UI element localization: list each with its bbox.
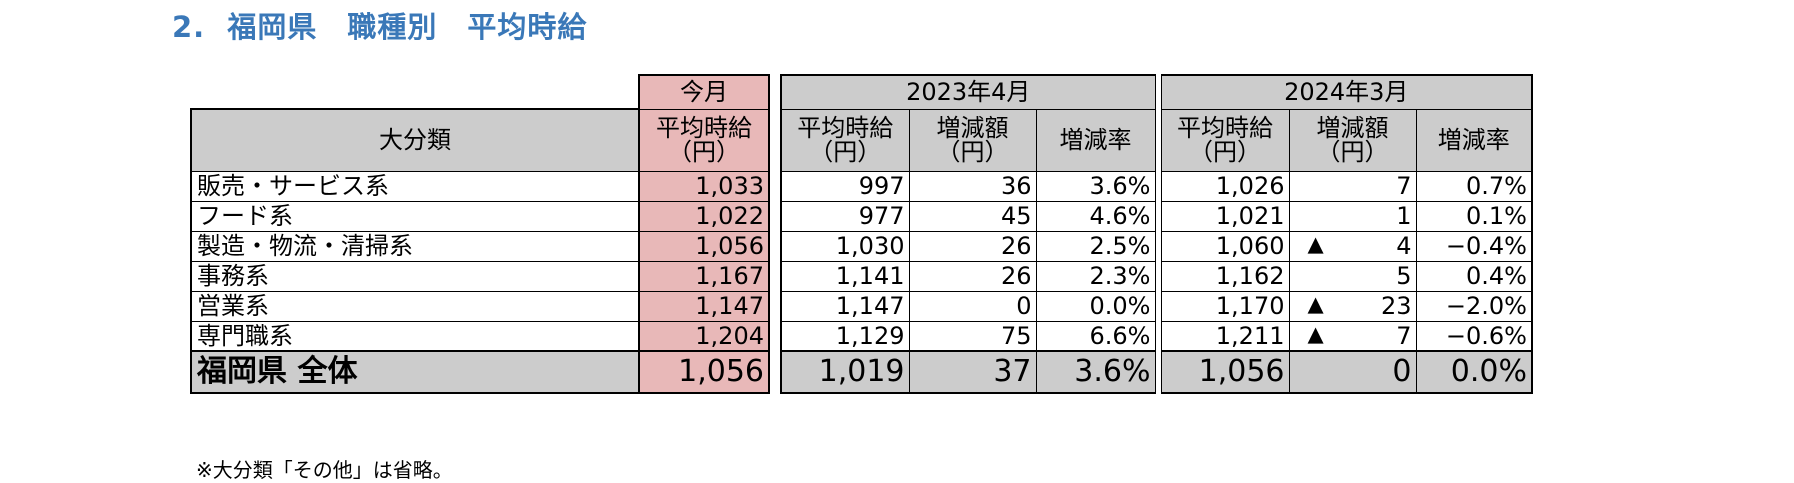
row-2024-avg: 1,211 <box>1160 320 1290 352</box>
row-2024-diff-value: 7 <box>1396 321 1412 350</box>
row-2023-avg: 997 <box>780 170 910 202</box>
row-2023-avg: 1,030 <box>780 230 910 262</box>
row-2024-avg: 1,026 <box>1160 170 1290 202</box>
row-2024-rate: 0.1% <box>1415 200 1533 232</box>
header-row-1: 今月 2023年4月 2024年3月 <box>191 74 1533 110</box>
row-2023-diff: 36 <box>908 170 1037 202</box>
row-2024-diff: ▲ 4 <box>1288 230 1417 262</box>
row-category: 製造・物流・清掃系 <box>190 230 640 262</box>
header-current-month: 今月 <box>638 74 770 110</box>
header-2023-diff-unit: （円） <box>936 138 1009 166</box>
header-2024-avg: 平均時給 （円） <box>1160 108 1290 172</box>
row-2023-rate: 3.6% <box>1035 170 1156 202</box>
header-2023-avg: 平均時給 （円） <box>780 108 910 172</box>
header-category: 大分類 <box>190 108 640 172</box>
row-2024-diff: 7 <box>1288 170 1417 202</box>
row-current: 1,022 <box>638 200 770 232</box>
header-2024-diff-label: 増減額 <box>1316 114 1389 142</box>
total-current: 1,056 <box>638 350 770 394</box>
header-group-2024: 2024年3月 <box>1160 74 1533 110</box>
row-2024-rate: −0.6% <box>1415 320 1533 352</box>
row-2024-rate: 0.4% <box>1415 260 1533 292</box>
row-current: 1,167 <box>638 260 770 292</box>
row-2024-rate: −2.0% <box>1415 290 1533 322</box>
table-row: 営業系 1,147 1,147 0 0.0% 1,170 ▲ 23 −2.0% <box>190 290 1533 322</box>
footnote: ※大分類「その他」は省略。 <box>196 458 453 482</box>
row-2023-rate: 6.6% <box>1035 320 1156 352</box>
page-title: 2. 福岡県 職種別 平均時給 <box>172 10 588 44</box>
total-2023-avg: 1,019 <box>780 350 910 394</box>
total-2024-diff: 0 <box>1288 350 1417 394</box>
header-current-avg-unit: （円） <box>668 138 740 166</box>
header-group-2023: 2023年4月 <box>780 74 1156 110</box>
row-2024-avg: 1,060 <box>1160 230 1290 262</box>
total-2024-avg: 1,056 <box>1160 350 1290 394</box>
header-2023-avg-unit: （円） <box>809 138 882 166</box>
header-current-avg-label: 平均時給 <box>656 114 752 142</box>
row-2024-diff-value: 4 <box>1396 232 1412 260</box>
row-2023-diff: 0 <box>908 290 1037 322</box>
row-2023-rate: 4.6% <box>1035 200 1156 232</box>
row-category: フード系 <box>190 200 640 232</box>
total-2023-diff: 37 <box>908 350 1037 394</box>
row-2023-diff: 26 <box>908 230 1037 262</box>
header-2023-diff-label: 増減額 <box>936 114 1009 142</box>
row-2024-rate: −0.4% <box>1415 230 1533 262</box>
table-row: 製造・物流・清掃系 1,056 1,030 26 2.5% 1,060 ▲ 4 −0.4% <box>190 230 1533 262</box>
header-2023-rate: 増減率 <box>1035 108 1156 172</box>
row-current: 1,204 <box>638 320 770 352</box>
header-2023-diff: 増減額 （円） <box>908 108 1037 172</box>
row-2024-diff: 1 <box>1288 200 1417 232</box>
row-category: 事務系 <box>190 260 640 292</box>
row-2023-avg: 1,147 <box>780 290 910 322</box>
row-2024-rate: 0.7% <box>1415 170 1533 202</box>
row-2023-rate: 2.5% <box>1035 230 1156 262</box>
header-2023-avg-label: 平均時給 <box>797 114 894 142</box>
table-row: 販売・サービス系 1,033 997 36 3.6% 1,026 7 0.7% <box>190 170 1533 202</box>
negative-triangle-icon: ▲ <box>1307 232 1324 256</box>
header-2024-rate: 増減率 <box>1415 108 1533 172</box>
header-2024-avg-unit: （円） <box>1189 138 1261 166</box>
data-rows: 販売・サービス系 1,033 997 36 3.6% 1,026 7 0.7% フード系 1,02… <box>190 170 1533 352</box>
row-2023-rate: 2.3% <box>1035 260 1156 292</box>
header-row-2: 大分類 平均時給 （円） 平均時給 （円） 増減額 （円） 増減率 平均時給 （… <box>190 108 1533 172</box>
row-2023-avg: 1,129 <box>780 320 910 352</box>
row-2023-diff: 26 <box>908 260 1037 292</box>
row-2023-diff: 75 <box>908 320 1037 352</box>
negative-triangle-icon: ▲ <box>1307 321 1324 346</box>
row-current: 1,033 <box>638 170 770 202</box>
negative-triangle-icon: ▲ <box>1307 292 1324 316</box>
row-current: 1,147 <box>638 290 770 322</box>
row-2023-rate: 0.0% <box>1035 290 1156 322</box>
row-category: 専門職系 <box>190 320 640 352</box>
row-2024-diff: 5 <box>1288 260 1417 292</box>
row-2023-diff: 45 <box>908 200 1037 232</box>
row-2024-diff: ▲ 23 <box>1288 290 1417 322</box>
row-2024-avg: 1,162 <box>1160 260 1290 292</box>
table-row: 事務系 1,167 1,141 26 2.3% 1,162 5 0.4% <box>190 260 1533 292</box>
row-current: 1,056 <box>638 230 770 262</box>
row-category: 販売・サービス系 <box>190 170 640 202</box>
row-2024-diff-value: 23 <box>1380 292 1412 320</box>
total-2023-rate: 3.6% <box>1035 350 1156 394</box>
table-row: フード系 1,022 977 45 4.6% 1,021 1 0.1% <box>190 200 1533 232</box>
total-row: 福岡県 全体 1,056 1,019 37 3.6% 1,056 0 0.0% <box>190 350 1533 394</box>
row-2024-diff: ▲ 7 <box>1288 320 1417 352</box>
header-2024-avg-label: 平均時給 <box>1177 114 1273 142</box>
row-category: 営業系 <box>190 290 640 322</box>
total-2024-rate: 0.0% <box>1415 350 1533 394</box>
header-current-avg: 平均時給 （円） <box>638 108 770 172</box>
total-category: 福岡県 全体 <box>190 350 640 394</box>
row-2024-avg: 1,170 <box>1160 290 1290 322</box>
row-2023-avg: 1,141 <box>780 260 910 292</box>
row-2023-avg: 977 <box>780 200 910 232</box>
header-2024-diff-unit: （円） <box>1316 138 1389 166</box>
header-2024-diff: 増減額 （円） <box>1288 108 1417 172</box>
table-row: 専門職系 1,204 1,129 75 6.6% 1,211 ▲ 7 −0.6% <box>190 320 1533 352</box>
wage-table: 今月 2023年4月 2024年3月 大分類 平均時給 （円） 平均時給 （円）… <box>190 74 1533 394</box>
row-2024-avg: 1,021 <box>1160 200 1290 232</box>
